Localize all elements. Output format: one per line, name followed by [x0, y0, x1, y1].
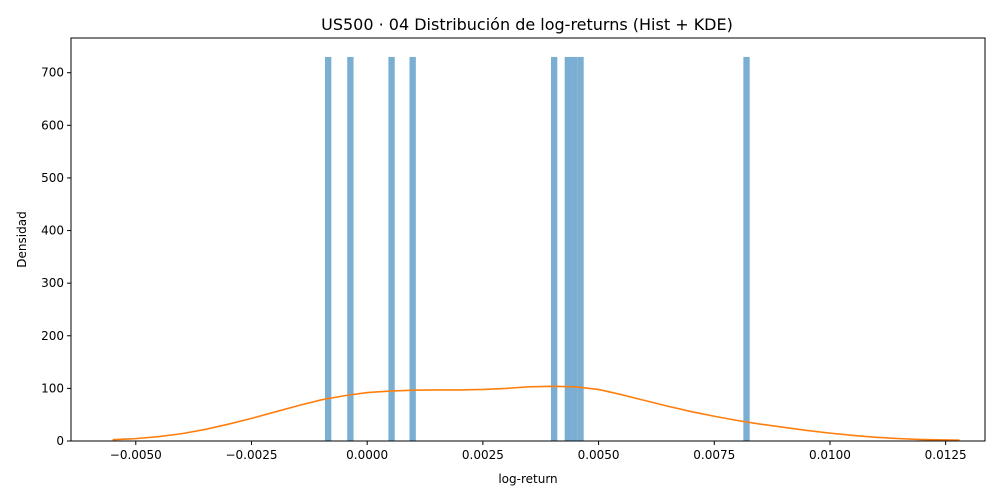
x-tick-label: 0.0050: [578, 448, 620, 462]
x-tick-label: 0.0075: [693, 448, 735, 462]
histogram-bar-2: [388, 56, 395, 442]
y-tick-label: 500: [41, 171, 64, 185]
histogram-bar-0: [324, 56, 332, 442]
x-tick-label: 0.0025: [462, 448, 504, 462]
y-tick-label: 0: [56, 434, 64, 448]
x-tick-label: 0.0000: [346, 448, 388, 462]
y-tick-label: 100: [41, 381, 64, 395]
histogram-bar-8: [743, 56, 750, 442]
x-tick-label: 0.0100: [809, 448, 851, 462]
y-axis-label: Densidad: [15, 211, 29, 267]
plot-frame: [70, 37, 986, 442]
histogram-bar-3: [409, 56, 416, 442]
x-tick-label: 0.0125: [925, 448, 967, 462]
kde-curve-layer: [112, 385, 960, 442]
histogram-bar-5: [564, 56, 572, 442]
kde-line: [112, 385, 960, 442]
y-tick-label: 600: [41, 118, 64, 132]
y-tick-label: 200: [41, 329, 64, 343]
chart-title: US500 · 04 Distribución de log-returns (…: [321, 15, 733, 34]
y-axis-ticks: 0 100 200 300 400 500 600 700: [41, 66, 71, 448]
x-tick-label: −0.0050: [110, 448, 162, 462]
y-tick-label: 300: [41, 276, 64, 290]
histogram-bar-6: [571, 56, 578, 442]
x-tick-label: −0.0025: [225, 448, 277, 462]
histogram-bar-7: [577, 56, 584, 442]
y-tick-label: 700: [41, 66, 64, 80]
histogram-bars: [324, 56, 750, 442]
x-axis-label: log-return: [498, 472, 557, 486]
y-tick-label: 400: [41, 224, 64, 238]
histogram-bar-1: [347, 56, 354, 442]
x-axis-ticks: −0.0050 −0.0025 0.0000 0.0025 0.0050 0.0075 0.…: [110, 441, 967, 462]
histogram-bar-4: [550, 56, 558, 442]
